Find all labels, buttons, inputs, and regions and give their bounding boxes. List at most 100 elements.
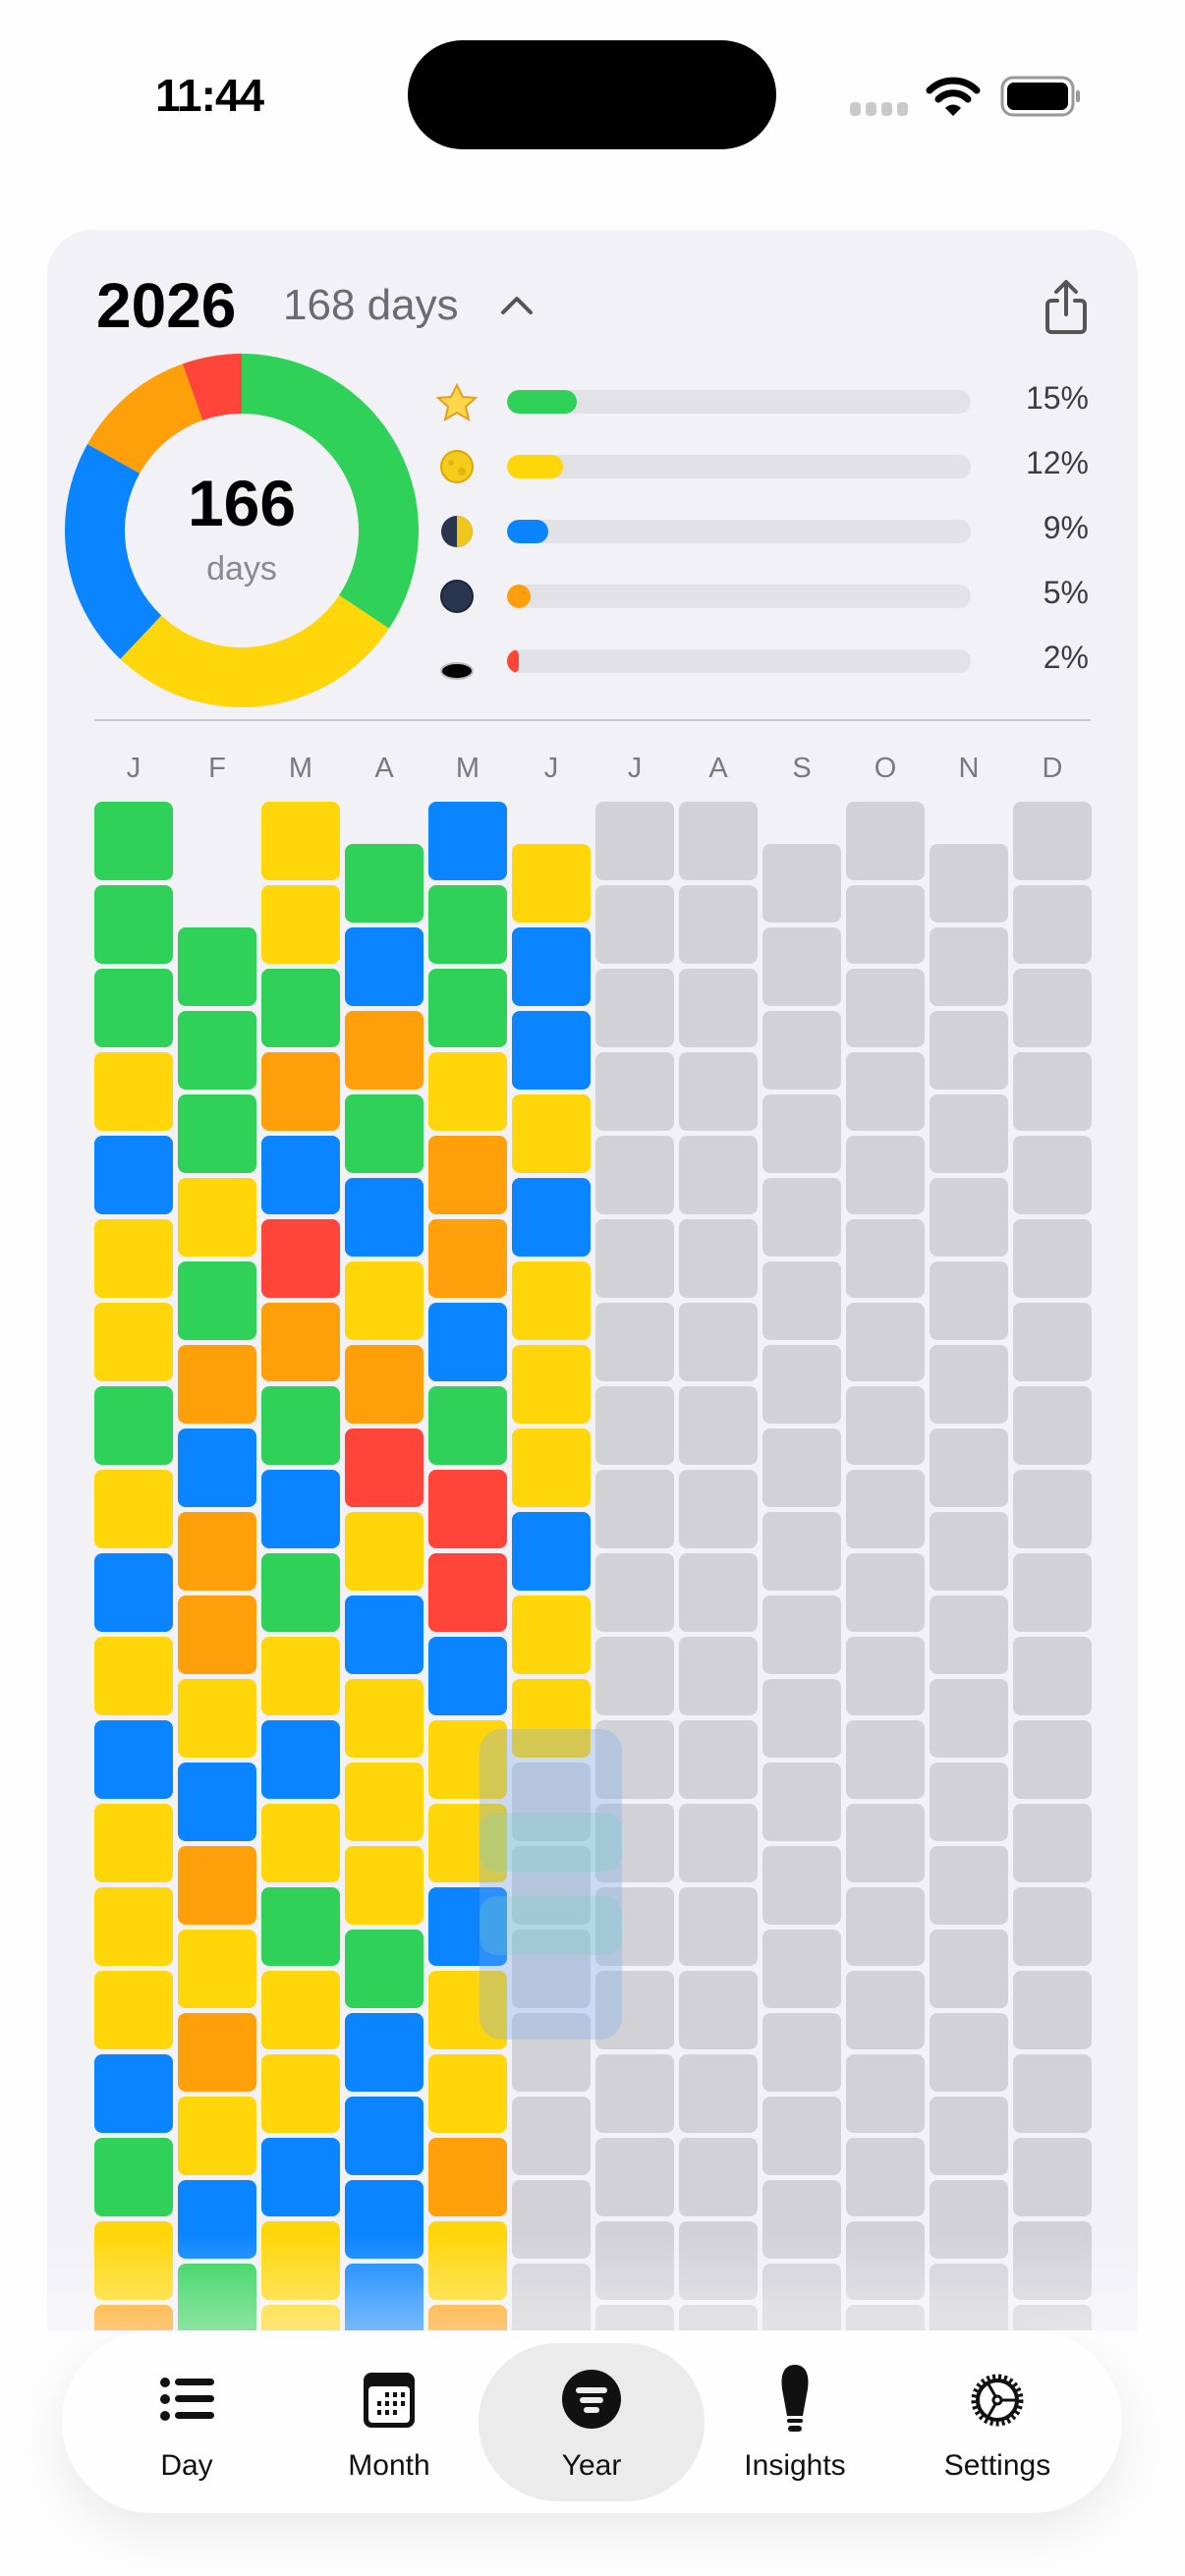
day-cell[interactable] [679,1553,758,1632]
day-cell[interactable] [428,1971,507,2049]
day-cell[interactable] [94,1637,173,1715]
day-cell[interactable] [428,1720,507,1799]
day-cell[interactable] [762,1428,841,1507]
day-cell[interactable] [595,1470,674,1548]
day-cell[interactable] [1013,1804,1092,1882]
day-cell[interactable] [261,2054,340,2133]
day-cell[interactable] [762,926,841,1006]
day-cell[interactable] [178,1177,256,1257]
day-cell[interactable] [345,843,423,923]
day-cell[interactable] [512,1177,591,1257]
day-cell[interactable] [261,802,340,880]
day-cell[interactable] [1013,969,1092,1047]
day-cell[interactable] [94,1553,173,1632]
day-cell[interactable] [94,2221,173,2300]
day-cell[interactable] [94,1804,173,1882]
day-cell[interactable] [428,1470,507,1548]
day-cell[interactable] [94,2054,173,2133]
day-cell[interactable] [94,1887,173,1966]
day-cell[interactable] [930,1929,1008,2008]
month-label[interactable]: J [126,753,141,784]
day-cell[interactable] [595,2054,674,2133]
day-cell[interactable] [930,1344,1008,1424]
day-cell[interactable] [930,926,1008,1006]
day-cell[interactable] [846,885,925,964]
day-cell[interactable] [1013,2138,1092,2216]
day-cell[interactable] [178,1929,256,2008]
tab-year[interactable]: Year [479,2343,705,2501]
day-cell[interactable] [679,2221,758,2300]
day-cell[interactable] [345,1010,423,1090]
day-cell[interactable] [846,1386,925,1465]
day-cell[interactable] [261,885,340,964]
day-cell[interactable] [595,1804,674,1882]
day-cell[interactable] [762,2263,841,2330]
day-cell[interactable] [345,1093,423,1173]
month-label[interactable]: S [792,753,812,784]
day-cell[interactable] [930,1595,1008,1674]
day-cell[interactable] [679,1136,758,1214]
day-cell[interactable] [345,2012,423,2092]
day-cell[interactable] [930,843,1008,923]
day-cell[interactable] [512,1929,591,2008]
day-cell[interactable] [94,969,173,1047]
day-cell[interactable] [846,1553,925,1632]
day-cell[interactable] [94,885,173,964]
day-cell[interactable] [595,1219,674,1298]
day-cell[interactable] [345,1845,423,1925]
day-cell[interactable] [1013,1470,1092,1548]
day-cell[interactable] [930,1762,1008,1841]
day-cell[interactable] [930,1845,1008,1925]
day-cell[interactable] [1013,2054,1092,2133]
day-cell[interactable] [762,1344,841,1424]
day-cell[interactable] [428,802,507,880]
day-cell[interactable] [428,1804,507,1882]
day-cell[interactable] [512,1595,591,1674]
day-cell[interactable] [595,2305,674,2330]
day-cell[interactable] [930,2263,1008,2330]
day-cell[interactable] [178,1428,256,1507]
day-cell[interactable] [261,1303,340,1381]
day-cell[interactable] [512,1093,591,1173]
day-cell[interactable] [261,2138,340,2216]
day-cell[interactable] [846,2305,925,2330]
day-cell[interactable] [178,1845,256,1925]
day-cell[interactable] [94,1470,173,1548]
day-cell[interactable] [762,1595,841,1674]
day-cell[interactable] [1013,2221,1092,2300]
month-label[interactable]: N [958,753,980,784]
day-cell[interactable] [261,1219,340,1298]
day-cell[interactable] [178,1344,256,1424]
day-cell[interactable] [261,1470,340,1548]
day-cell[interactable] [595,1386,674,1465]
month-label[interactable]: A [708,753,728,784]
month-label[interactable]: D [1042,753,1063,784]
day-cell[interactable] [178,1010,256,1090]
day-cell[interactable] [94,1720,173,1799]
day-cell[interactable] [428,1052,507,1131]
day-cell[interactable] [345,1428,423,1507]
day-cell[interactable] [679,802,758,880]
day-cell[interactable] [846,1052,925,1131]
day-cell[interactable] [1013,1052,1092,1131]
day-cell[interactable] [1013,802,1092,880]
day-cell[interactable] [428,1219,507,1298]
day-cell[interactable] [762,1845,841,1925]
day-cell[interactable] [762,1678,841,1758]
day-cell[interactable] [261,969,340,1047]
day-cell[interactable] [261,2221,340,2300]
day-cell[interactable] [762,2012,841,2092]
day-cell[interactable] [178,2263,256,2330]
day-cell[interactable] [345,1511,423,1591]
day-cell[interactable] [595,1553,674,1632]
day-cell[interactable] [94,2138,173,2216]
day-cell[interactable] [345,1762,423,1841]
day-cell[interactable] [345,1595,423,1674]
month-label[interactable]: M [455,753,480,784]
day-cell[interactable] [762,1929,841,2008]
day-cell[interactable] [1013,885,1092,964]
day-cell[interactable] [178,1511,256,1591]
day-cell[interactable] [261,1887,340,1966]
day-cell[interactable] [930,1511,1008,1591]
day-cell[interactable] [178,1595,256,1674]
